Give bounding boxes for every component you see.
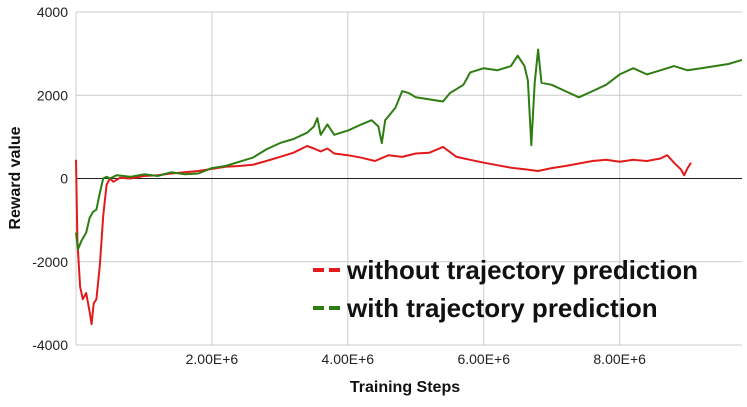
y-tick-label-0: -4000 [32,337,68,353]
x-axis-title: Training Steps [350,379,460,396]
legend-item-without: without trajectory prediction [313,255,698,285]
legend-item-with: with trajectory prediction [313,293,658,323]
x-tick-label-2: 6.00E+6 [457,351,510,367]
series-layer [75,48,743,326]
series-line-with-trajectory [75,48,743,251]
series-line-without-trajectory [75,145,692,326]
x-tick-labels: 2.00E+6 4.00E+6 6.00E+6 8.00E+6 [186,351,647,367]
legend-label-without: without trajectory prediction [346,255,698,285]
y-tick-labels: -4000 -2000 0 2000 4000 [32,4,68,353]
y-tick-label-1: -2000 [32,254,68,270]
legend: without trajectory prediction with traje… [313,255,698,323]
legend-label-with: with trajectory prediction [346,293,658,323]
y-axis-title: Reward value [7,126,24,229]
y-tick-label-4: 4000 [37,4,68,20]
x-tick-label-1: 4.00E+6 [322,351,375,367]
x-tick-label-3: 8.00E+6 [593,351,646,367]
x-tick-label-0: 2.00E+6 [186,351,239,367]
y-tick-label-3: 2000 [37,87,68,103]
y-tick-label-2: 0 [60,171,68,187]
